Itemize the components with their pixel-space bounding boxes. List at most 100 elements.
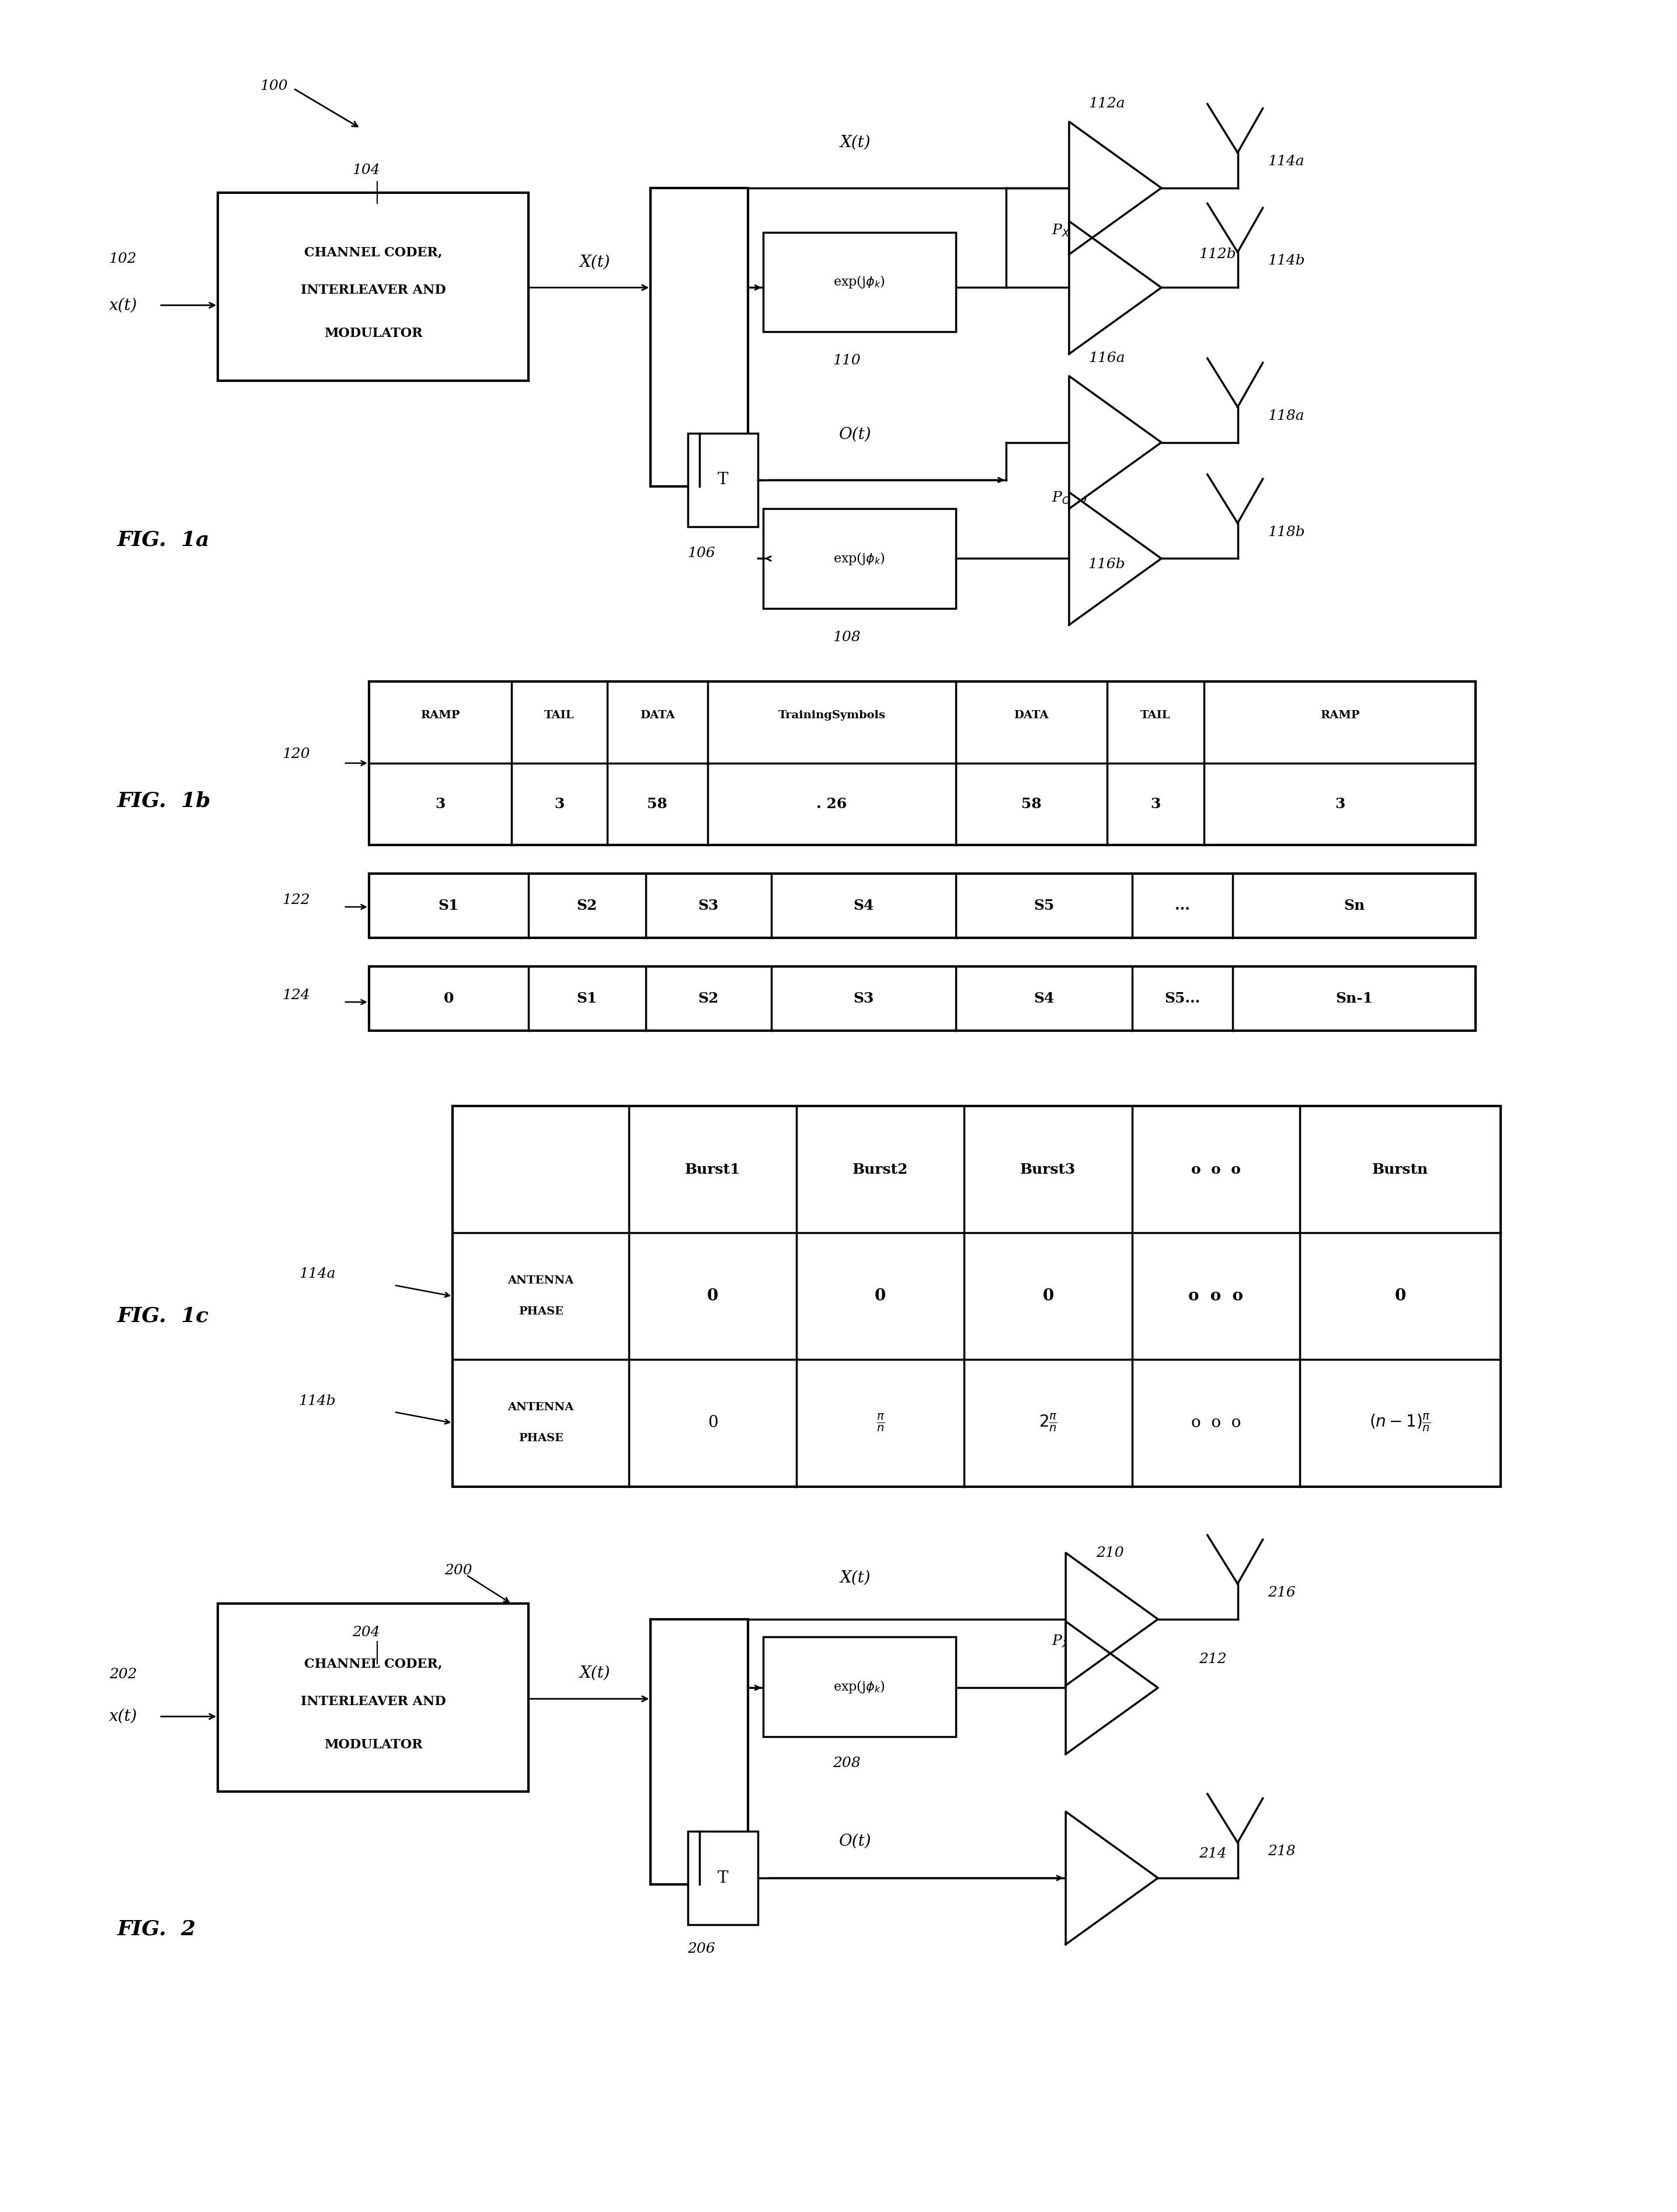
Polygon shape	[1070, 122, 1160, 254]
Text: Sn-1: Sn-1	[1335, 991, 1373, 1006]
Text: 206: 206	[688, 1942, 716, 1955]
Text: S3: S3	[698, 898, 719, 914]
Text: x(t): x(t)	[109, 296, 138, 314]
Text: INTERLEAVER AND: INTERLEAVER AND	[300, 1694, 446, 1708]
Text: 216: 216	[1268, 1586, 1296, 1599]
Text: 112a: 112a	[1088, 97, 1125, 111]
Bar	[763, 232, 956, 332]
Text: TrainingSymbols: TrainingSymbols	[778, 710, 885, 721]
Bar	[651, 1619, 748, 1885]
Text: 114a: 114a	[1268, 155, 1305, 168]
Polygon shape	[1070, 493, 1160, 626]
Text: FIG.  2: FIG. 2	[117, 1920, 196, 1938]
Text: Burst2: Burst2	[852, 1161, 909, 1177]
Bar	[218, 1604, 528, 1792]
Bar	[369, 874, 1476, 938]
Text: 202: 202	[109, 1668, 138, 1681]
Text: x(t): x(t)	[109, 1708, 138, 1725]
Text: RAMP: RAMP	[421, 710, 459, 721]
Text: X(t): X(t)	[840, 135, 870, 150]
Bar	[688, 1832, 758, 1924]
Text: 0: 0	[1043, 1287, 1053, 1305]
Text: S4: S4	[854, 898, 874, 914]
Text: S2: S2	[577, 898, 597, 914]
Text: 108: 108	[833, 630, 860, 644]
Text: 124: 124	[282, 989, 310, 1002]
Text: o  o  o: o o o	[1191, 1161, 1241, 1177]
Text: 0: 0	[708, 1416, 718, 1431]
Text: S1: S1	[577, 991, 597, 1006]
Text: DATA: DATA	[1015, 710, 1048, 721]
Text: 204: 204	[352, 1626, 381, 1639]
Text: 116b: 116b	[1088, 557, 1125, 571]
Text: o  o  o: o o o	[1189, 1287, 1243, 1305]
Polygon shape	[1067, 1621, 1157, 1754]
Text: ...: ...	[1174, 898, 1191, 914]
Text: P$_X$(t): P$_X$(t)	[1051, 1632, 1087, 1650]
Text: INTERLEAVER AND: INTERLEAVER AND	[300, 283, 446, 296]
Text: exp(j$\phi_k$): exp(j$\phi_k$)	[833, 1679, 885, 1694]
Bar	[651, 188, 748, 487]
Text: 214: 214	[1199, 1847, 1228, 1860]
Text: $2\frac{\pi}{n}$: $2\frac{\pi}{n}$	[1038, 1413, 1058, 1433]
Text: 118b: 118b	[1268, 524, 1305, 540]
Text: 218: 218	[1268, 1845, 1296, 1858]
Text: 104: 104	[352, 164, 381, 177]
Text: X(t): X(t)	[580, 254, 610, 270]
Text: T: T	[718, 471, 728, 489]
Text: 114b: 114b	[299, 1394, 335, 1407]
Bar	[218, 192, 528, 380]
Text: 3: 3	[553, 796, 565, 812]
Text: S5: S5	[1033, 898, 1055, 914]
Text: MODULATOR: MODULATOR	[324, 1739, 423, 1752]
Text: Burst1: Burst1	[684, 1161, 741, 1177]
Text: S1: S1	[438, 898, 459, 914]
Text: 116a: 116a	[1088, 352, 1125, 365]
Text: CHANNEL CODER,: CHANNEL CODER,	[304, 1657, 443, 1670]
Text: $\frac{\pi}{n}$: $\frac{\pi}{n}$	[877, 1413, 884, 1433]
Text: 58: 58	[1021, 796, 1041, 812]
Text: PHASE: PHASE	[518, 1307, 563, 1316]
Text: O(t): O(t)	[838, 1834, 872, 1849]
Bar	[763, 509, 956, 608]
Text: 114a: 114a	[299, 1267, 335, 1281]
Text: Burstn: Burstn	[1372, 1161, 1429, 1177]
Text: . 26: . 26	[817, 796, 847, 812]
Bar	[453, 1106, 1501, 1486]
Text: 100: 100	[260, 80, 288, 93]
Bar	[763, 1637, 956, 1736]
Text: S3: S3	[854, 991, 874, 1006]
Polygon shape	[1070, 221, 1160, 354]
Bar	[688, 434, 758, 526]
Text: 110: 110	[833, 354, 860, 367]
Text: X(t): X(t)	[840, 1571, 870, 1586]
Text: 118a: 118a	[1268, 409, 1305, 422]
Text: 0: 0	[443, 991, 454, 1006]
Text: S5...: S5...	[1164, 991, 1201, 1006]
Text: 58: 58	[647, 796, 667, 812]
Text: 3: 3	[1150, 796, 1160, 812]
Text: TAIL: TAIL	[1140, 710, 1171, 721]
Text: T: T	[718, 1869, 728, 1887]
Text: exp(j$\phi_k$): exp(j$\phi_k$)	[833, 551, 885, 566]
Text: Burst3: Burst3	[1020, 1161, 1077, 1177]
Text: FIG.  1c: FIG. 1c	[117, 1307, 210, 1325]
Text: MODULATOR: MODULATOR	[324, 327, 423, 341]
Polygon shape	[1067, 1812, 1157, 1944]
Polygon shape	[1067, 1553, 1157, 1686]
Text: S4: S4	[1033, 991, 1055, 1006]
Text: X(t): X(t)	[580, 1666, 610, 1681]
Text: S2: S2	[698, 991, 719, 1006]
Text: 0: 0	[875, 1287, 885, 1305]
Text: 114b: 114b	[1268, 254, 1305, 268]
Text: P$_X$(t): P$_X$(t)	[1051, 221, 1087, 239]
Text: FIG.  1a: FIG. 1a	[117, 531, 210, 549]
Text: P$_O$(t): P$_O$(t)	[1051, 489, 1088, 507]
Text: Sn: Sn	[1343, 898, 1365, 914]
Bar	[369, 967, 1476, 1031]
Text: 0: 0	[708, 1287, 718, 1305]
Text: 212: 212	[1199, 1652, 1228, 1666]
Text: exp(j$\phi_k$): exp(j$\phi_k$)	[833, 274, 885, 290]
Text: O(t): O(t)	[838, 427, 872, 442]
Text: 102: 102	[109, 252, 138, 265]
